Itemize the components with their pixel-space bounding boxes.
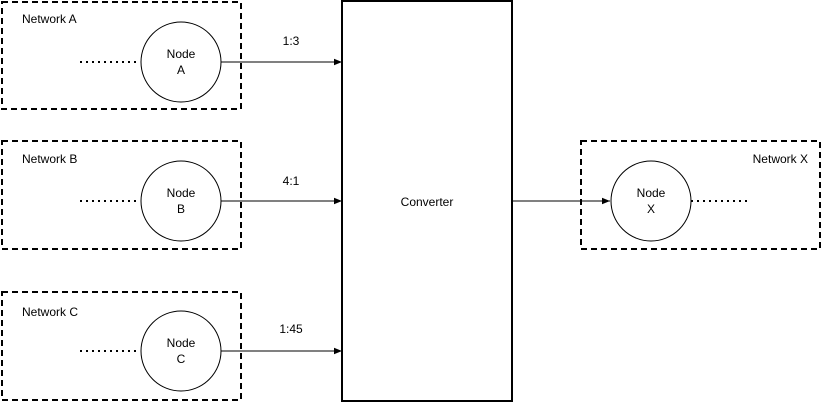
- network-c-label: Network C: [22, 305, 78, 319]
- node-x-label-line2: X: [647, 202, 655, 216]
- converter-box: [341, 0, 513, 402]
- ratio-c-label: 1:45: [279, 322, 303, 336]
- network-x-label: Network X: [753, 152, 808, 166]
- ratio-b-label: 4:1: [283, 174, 300, 188]
- network-c-group: Network C Node C 1:45: [1, 291, 342, 401]
- node-x-label-line1: Node: [637, 186, 666, 200]
- network-c-boundary: [1, 291, 242, 401]
- node-x: [610, 160, 692, 242]
- node-b-label-line2: B: [177, 202, 185, 216]
- network-b-boundary: [1, 140, 242, 250]
- node-a: [140, 21, 222, 103]
- network-b-group: Network B Node B 4:1: [1, 140, 342, 250]
- converter-group: Converter: [341, 0, 513, 402]
- network-b-label: Network B: [22, 152, 77, 166]
- network-x-boundary: [580, 140, 821, 250]
- node-a-label-line1: Node: [167, 47, 196, 61]
- node-c-label-line2: C: [177, 352, 186, 366]
- node-b: [140, 160, 222, 242]
- network-a-label: Network A: [22, 12, 77, 26]
- node-b-label-line1: Node: [167, 186, 196, 200]
- node-c: [140, 310, 222, 392]
- network-x-group: Network X Node X: [580, 140, 821, 250]
- converter-label: Converter: [401, 195, 454, 209]
- node-c-label-line1: Node: [167, 336, 196, 350]
- node-a-label-line2: A: [177, 63, 185, 77]
- ratio-a-label: 1:3: [283, 34, 300, 48]
- network-a-group: Network A Node A 1:3: [1, 1, 342, 110]
- network-a-boundary: [1, 1, 242, 110]
